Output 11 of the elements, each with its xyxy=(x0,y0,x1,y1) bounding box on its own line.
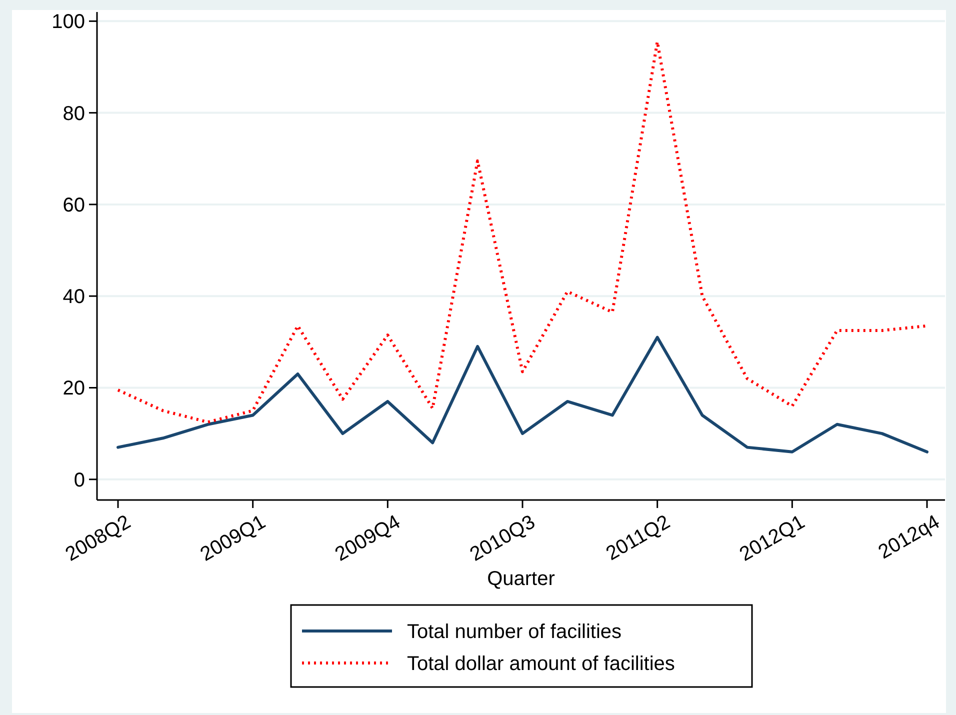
y-tick-label: 20 xyxy=(62,378,85,400)
y-tick-label: 80 xyxy=(62,102,85,125)
legend-label: Total number of facilities xyxy=(407,621,622,643)
legend-label: Total dollar amount of facilities xyxy=(407,653,675,675)
line-series xyxy=(116,336,928,454)
line-series xyxy=(116,40,928,424)
x-axis-title: Quarter xyxy=(487,568,556,590)
y-tick-label: 60 xyxy=(62,194,85,216)
y-tick-label: 0 xyxy=(74,469,85,492)
y-tick-label: 40 xyxy=(62,286,85,308)
y-tick-label: 100 xyxy=(52,11,85,34)
